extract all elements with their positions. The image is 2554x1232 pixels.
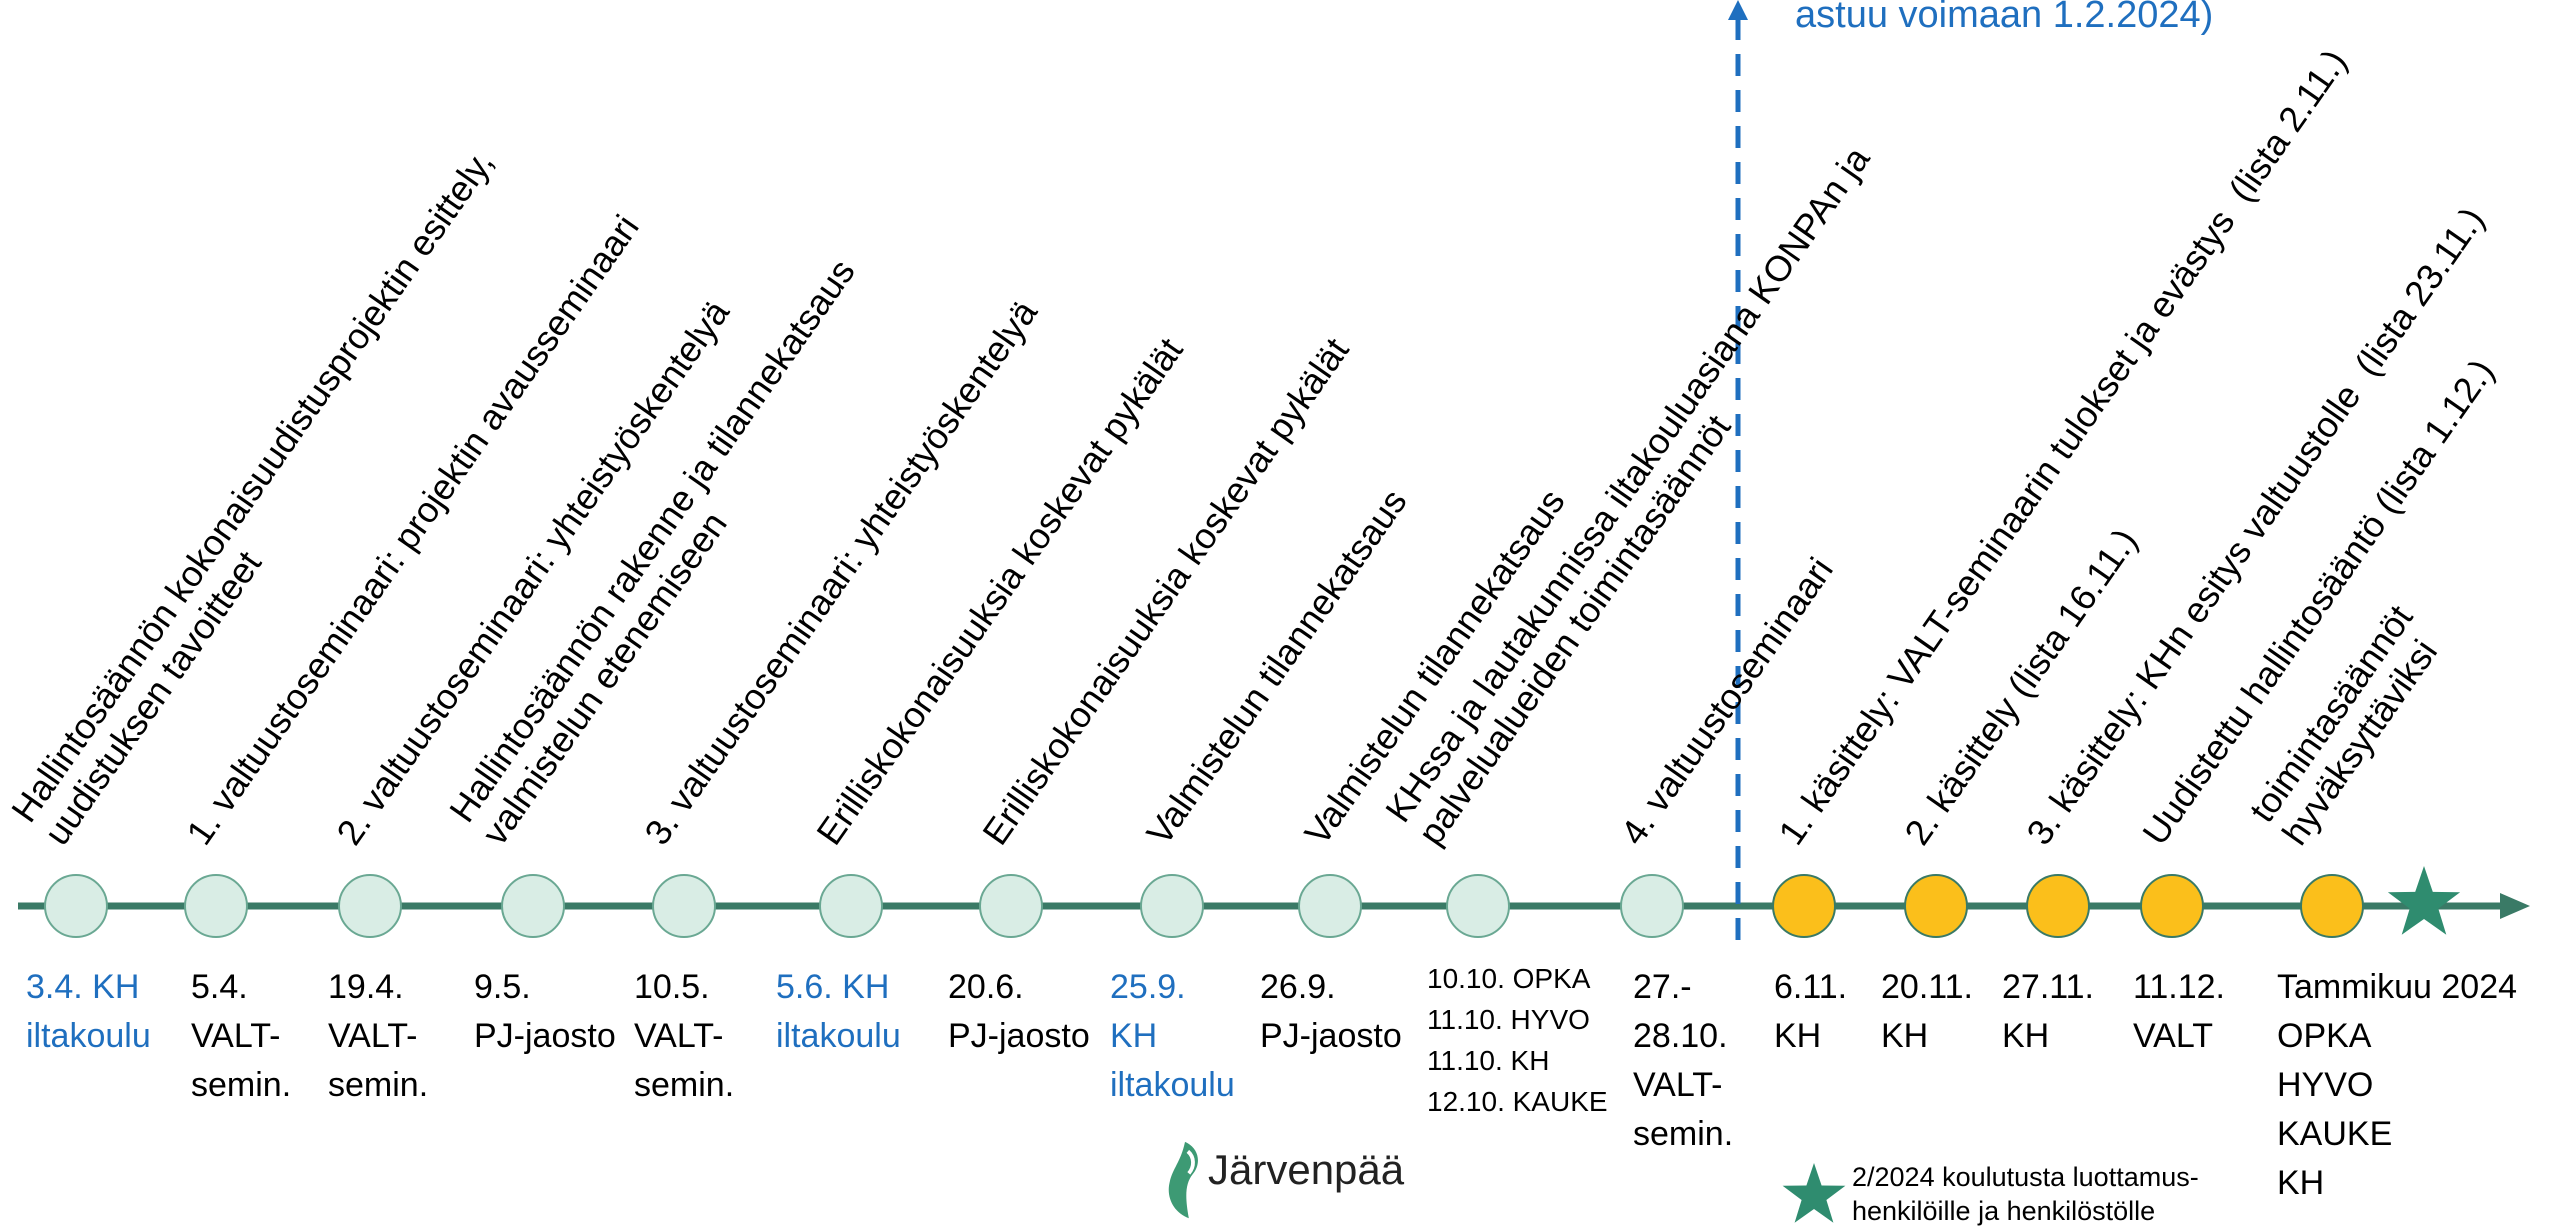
logo-text: Järvenpää [1208, 1146, 1405, 1193]
milestone-marker [1446, 874, 1510, 938]
milestone-date: 10.5. VALT- semin. [634, 968, 735, 1104]
milestone-date: 27.- 28.10. VALT- semin. [1633, 968, 1734, 1153]
milestone-marker [1140, 874, 1204, 938]
milestone-date: 9.5. PJ-jaosto [474, 968, 616, 1055]
milestone-marker [2300, 874, 2364, 938]
milestone-marker [1298, 874, 1362, 938]
milestone-date: Tammikuu 2024 OPKA HYVO KAUKE KH [2277, 968, 2518, 1202]
milestone-marker [2026, 874, 2090, 938]
milestone-marker [2140, 874, 2204, 938]
footnote-text: 2/2024 koulutusta luottamus- henkilöille… [1852, 1162, 2199, 1226]
jarvenpaa-logo-icon [1168, 1141, 1198, 1219]
milestone-date: 27.11. KH [2002, 968, 2095, 1055]
milestone-marker [819, 874, 883, 938]
milestone-marker [338, 874, 402, 938]
star-icon [1782, 1163, 1846, 1223]
milestone-date: 3.4. KH iltakoulu [26, 968, 151, 1055]
milestone-marker [44, 874, 108, 938]
milestone-date: 6.11. KH [1774, 968, 1848, 1055]
milestone-marker [1904, 874, 1968, 938]
milestone-date: 25.9. KH iltakoulu [1110, 968, 1235, 1104]
milestone-marker [652, 874, 716, 938]
arrow-head-icon [2500, 893, 2530, 919]
milestone-date: 20.6. PJ-jaosto [948, 968, 1090, 1055]
milestone-date: 19.4. VALT- semin. [328, 968, 429, 1104]
milestone-marker [1620, 874, 1684, 938]
milestone-marker [1772, 874, 1836, 938]
milestone-date: 10.10. OPKA 11.10. HYVO 11.10. KH 12.10.… [1427, 963, 1608, 1117]
milestone-marker [184, 874, 248, 938]
milestone-date: 26.9. PJ-jaosto [1260, 968, 1402, 1055]
milestone-date: 20.11. KH [1881, 968, 1974, 1055]
milestone-date: 5.6. KH iltakoulu [776, 968, 901, 1055]
star-icon [2387, 866, 2461, 935]
effective-date-note: astuu voimaan 1.2.2024) [1795, 0, 2214, 36]
milestone-marker [501, 874, 565, 938]
milestone-marker [979, 874, 1043, 938]
arrow-up-icon [1728, 0, 1748, 20]
milestone-date: 5.4. VALT- semin. [191, 968, 292, 1104]
milestone-date: 11.12. VALT [2133, 968, 2226, 1055]
